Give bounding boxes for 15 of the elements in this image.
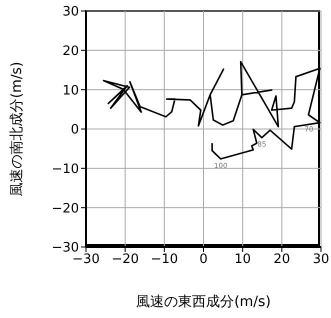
x-tick-label: 0 — [199, 252, 208, 268]
y-axis-title: 風速の南北成分(m/s) — [8, 62, 25, 196]
y-tick-label: 30 — [62, 4, 79, 20]
x-tick-label: 30 — [312, 252, 330, 268]
x-tick-label: −10 — [150, 252, 178, 268]
x-axis-title: 風速の東西成分(m/s) — [136, 294, 271, 310]
x-tick-label: 20 — [274, 252, 290, 268]
y-tick-label: 20 — [62, 44, 79, 59]
x-tick-label: −20 — [111, 252, 139, 268]
y-tick-label: −10 — [52, 162, 79, 177]
line-series — [102, 60, 321, 160]
x-tick-label: 10 — [234, 252, 251, 268]
y-tick-label: −20 — [52, 201, 79, 216]
y-tick-label: 10 — [62, 83, 79, 98]
y-tick-label: 0 — [70, 122, 79, 138]
